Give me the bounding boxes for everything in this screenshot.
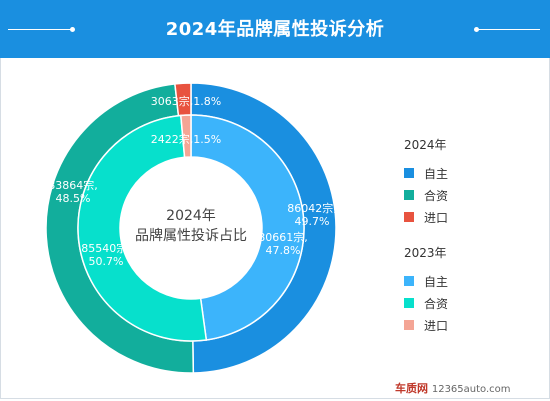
legend-swatch: [404, 320, 414, 330]
legend-item-2023-domestic[interactable]: 自主: [404, 270, 448, 292]
legend-item-2024-jv[interactable]: 合资: [404, 184, 448, 206]
legend-label: 自主: [424, 274, 449, 289]
legend-swatch: [404, 190, 414, 200]
data-label-outer-1: 83864宗, 48.5%: [48, 178, 98, 205]
legend-2023: 2023年 自主 合资 进口: [404, 244, 448, 336]
legend-label: 合资: [424, 296, 449, 311]
data-labels: 86042宗, 49.7% 83864宗, 48.5% 3063宗,1.8% 80661宗…: [48, 94, 337, 268]
legend-2024: 2024年 自主 合资 进口: [404, 136, 448, 228]
donut-rings: [45, 82, 337, 374]
legend-title-2024: 2024年: [404, 138, 447, 152]
legend-swatch: [404, 276, 414, 286]
watermark-brand: 车质网: [395, 382, 428, 395]
data-label-inner-1: 85540宗, 50.7%: [81, 241, 131, 268]
header-dot-left: [70, 27, 75, 32]
legend-item-2024-import[interactable]: 进口: [404, 206, 448, 228]
slice-inner-1[interactable]: [77, 114, 208, 342]
data-label-inner-0: 80661宗, 47.8%: [258, 230, 308, 257]
legend-label: 进口: [424, 318, 449, 333]
center-label-year: 2024年: [166, 208, 216, 224]
header-rule-right: [476, 29, 540, 30]
legend-item-2023-jv[interactable]: 合资: [404, 292, 448, 314]
slice-inner-2[interactable]: [180, 114, 192, 159]
legend-item-2024-domestic[interactable]: 自主: [404, 162, 448, 184]
data-label-inner-2: 2422宗,1.5%: [151, 132, 221, 146]
legend-label: 进口: [424, 210, 449, 225]
legend-swatch: [404, 168, 414, 178]
header-rule-left: [8, 29, 72, 30]
page-header: 2024年品牌属性投诉分析: [0, 0, 550, 58]
data-label-outer-2: 3063宗,1.8%: [151, 94, 221, 108]
watermark-site: 12365auto.com: [431, 384, 511, 395]
slice-inner-0[interactable]: [190, 114, 305, 341]
data-label-outer-0: 86042宗, 49.7%: [287, 201, 337, 228]
legend-swatch: [404, 298, 414, 308]
watermark: 车质网 12365auto.com: [395, 380, 511, 396]
center-label-caption: 品牌属性投诉占比: [135, 227, 247, 244]
page-title: 2024年品牌属性投诉分析: [165, 19, 385, 40]
legend-label: 合资: [424, 188, 449, 203]
legend-swatch: [404, 212, 414, 222]
legend-title-2023: 2023年: [404, 246, 447, 260]
legend-label: 自主: [424, 166, 449, 181]
legend-item-2023-import[interactable]: 进口: [404, 314, 448, 336]
